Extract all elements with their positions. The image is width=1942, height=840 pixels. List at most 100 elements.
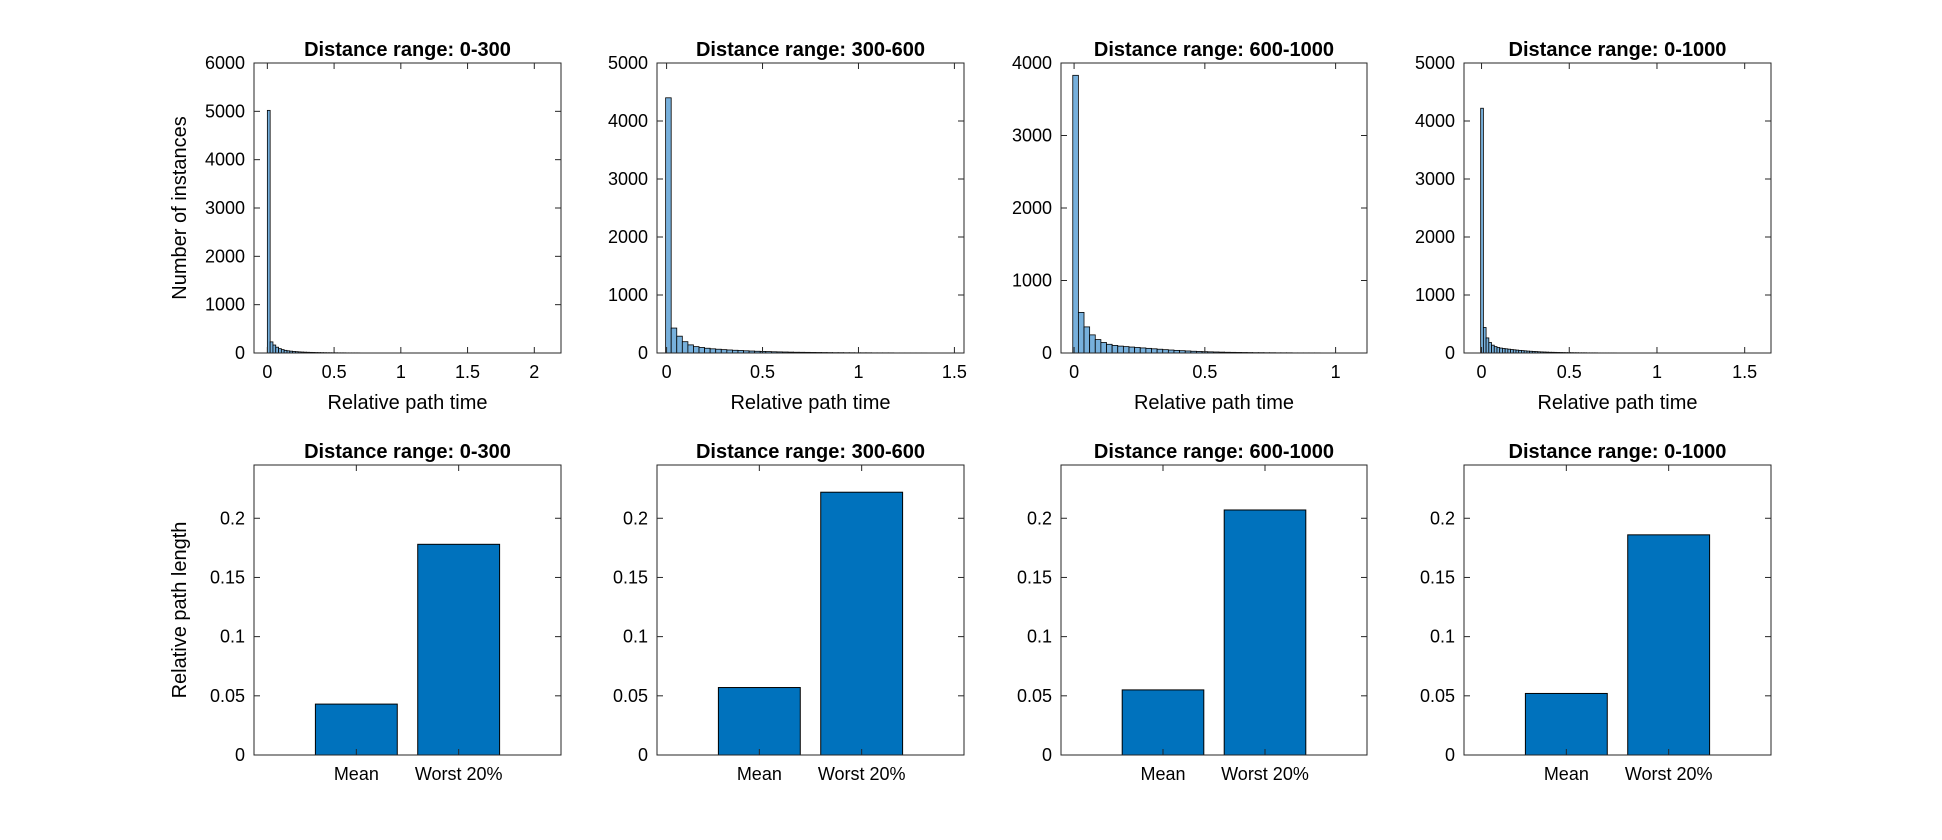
y-tick-label: 0.15	[210, 567, 245, 587]
histogram-bin	[704, 347, 711, 354]
y-tick-label: 1000	[1415, 285, 1455, 305]
histogram-bin	[269, 341, 274, 354]
y-tick-label: 4000	[205, 150, 245, 170]
x-axis-label: Relative path time	[730, 392, 890, 414]
histogram-bin	[280, 349, 285, 354]
histogram-bin	[1491, 344, 1495, 354]
y-tick-label: 0.1	[623, 627, 648, 647]
histogram-bin	[266, 109, 271, 354]
y-tick-label: 0.2	[220, 508, 245, 528]
y-tick-label: 4000	[1012, 53, 1052, 73]
axes-background	[1464, 63, 1771, 353]
histogram-bin	[687, 344, 694, 354]
y-tick-label: 1000	[608, 285, 648, 305]
histogram-bin	[1507, 348, 1511, 354]
x-tick-label: 1	[853, 362, 863, 382]
y-tick-label: 5000	[608, 53, 648, 73]
y-tick-label: 0.1	[1027, 627, 1052, 647]
axes-background	[254, 63, 561, 353]
histogram-bin	[681, 341, 689, 354]
y-tick-label: 0.15	[1420, 567, 1455, 587]
bar-worst-20-	[1223, 509, 1307, 756]
x-tick-label: 0	[662, 362, 672, 382]
subplot-6: 0 0.05 0.1 0.15 0.2 Mean Worst 20% Distance ran…	[613, 441, 965, 784]
x-category-label: Mean	[1140, 764, 1185, 784]
x-tick-label: 0	[1069, 362, 1079, 382]
axes-box	[656, 62, 965, 354]
histogram-bin	[278, 348, 282, 354]
subplot-8: 0 0.05 0.1 0.15 0.2 Mean Worst 20% Distance ran…	[1420, 441, 1772, 784]
y-tick-label: 4000	[1415, 111, 1455, 131]
y-tick-label: 0.05	[613, 686, 648, 706]
x-axis-label: Relative path time	[1537, 392, 1697, 414]
histogram-bin	[1106, 343, 1113, 354]
bar-mean	[1121, 689, 1205, 756]
bar-mean	[1524, 692, 1608, 756]
histogram-bin	[1493, 346, 1498, 354]
y-tick-label: 1000	[205, 295, 245, 315]
subplot-3: 0 1000 2000 3000 4000 0 0.5 1 Distance range: 60…	[1012, 39, 1368, 414]
histogram-bin	[1122, 346, 1130, 354]
histogram-bin	[709, 348, 717, 354]
histogram-bin	[1117, 345, 1124, 354]
y-tick-label: 2000	[1012, 198, 1052, 218]
x-axis-label: Relative path time	[1134, 392, 1294, 414]
histogram-bin	[1485, 337, 1490, 354]
y-tick-label: 6000	[205, 53, 245, 73]
histogram-bin	[1072, 74, 1079, 354]
histogram-bin	[1094, 339, 1102, 354]
axes-background	[657, 63, 964, 353]
x-category-label: Worst 20%	[1625, 764, 1713, 784]
histogram-bin	[1156, 348, 1164, 354]
axes-box	[656, 464, 965, 756]
histogram-bin	[1145, 347, 1152, 354]
subplot-title: Distance range: 0-300	[304, 441, 511, 463]
x-tick-label: 2	[529, 362, 539, 382]
histogram-bin	[715, 348, 722, 354]
histogram-bin	[1482, 327, 1487, 354]
histogram-bin	[1496, 347, 1501, 354]
histogram-bin	[1510, 349, 1514, 354]
y-tick-label: 0.2	[1027, 508, 1052, 528]
x-tick-label: 0.5	[1557, 362, 1582, 382]
subplot-1: 0 1000 2000 3000 4000 5000 6000 0 0.5 1 1.5 2 Distan…	[169, 39, 562, 414]
x-axis-label: Relative path time	[327, 392, 487, 414]
histogram-bin	[1100, 342, 1107, 354]
x-tick-label: 0.5	[750, 362, 775, 382]
histogram-bin	[676, 335, 683, 354]
x-tick-label: 0.5	[1192, 362, 1217, 382]
y-axis-label: Number of instances	[169, 116, 191, 299]
y-tick-label: 0	[1445, 343, 1455, 363]
y-tick-label: 0.2	[1430, 508, 1455, 528]
y-tick-label: 0.15	[613, 567, 648, 587]
x-tick-label: 1.5	[942, 362, 967, 382]
bar-mean	[314, 703, 398, 756]
y-tick-label: 5000	[1415, 53, 1455, 73]
bar-worst-20-	[417, 543, 501, 756]
y-tick-label: 0	[638, 745, 648, 765]
y-axis-label: Relative path length	[169, 522, 191, 699]
histogram-bin	[1111, 344, 1119, 354]
y-tick-label: 0.1	[220, 627, 245, 647]
y-tick-label: 0.2	[623, 508, 648, 528]
x-tick-label: 0.5	[322, 362, 347, 382]
y-tick-label: 3000	[1415, 169, 1455, 189]
histogram-bin	[720, 349, 728, 354]
axes-box	[1463, 62, 1772, 354]
histogram-bin	[1139, 347, 1147, 354]
axes-background	[1464, 465, 1771, 755]
subplot-title: Distance range: 300-600	[696, 39, 925, 61]
x-tick-label: 1	[396, 362, 406, 382]
bar-mean	[717, 687, 801, 756]
x-category-label: Mean	[1544, 764, 1589, 784]
histogram-bin	[1502, 348, 1506, 354]
subplot-2: 0 1000 2000 3000 4000 5000 0 0.5 1 1.5 Distance ra…	[608, 39, 967, 414]
x-category-label: Worst 20%	[415, 764, 503, 784]
y-tick-label: 0.05	[1017, 686, 1052, 706]
histogram-bin	[698, 347, 705, 354]
subplot-title: Distance range: 300-600	[696, 441, 925, 463]
y-tick-label: 4000	[608, 111, 648, 131]
y-tick-label: 0.05	[210, 686, 245, 706]
histogram-bin	[1488, 342, 1492, 354]
subplot-title: Distance range: 0-300	[304, 39, 511, 61]
